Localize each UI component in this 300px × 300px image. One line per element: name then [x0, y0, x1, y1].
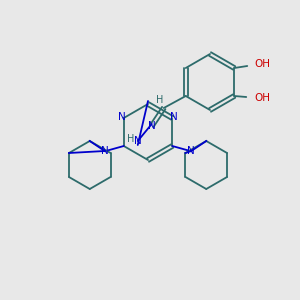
Text: N: N — [101, 146, 109, 156]
Text: N: N — [118, 112, 126, 122]
Text: N: N — [188, 146, 195, 156]
Text: N: N — [134, 136, 142, 146]
Text: N: N — [148, 121, 156, 131]
Text: N: N — [170, 112, 178, 122]
Text: OH: OH — [254, 93, 270, 103]
Text: H: H — [156, 95, 164, 105]
Text: H: H — [127, 134, 134, 144]
Text: OH: OH — [254, 59, 270, 69]
